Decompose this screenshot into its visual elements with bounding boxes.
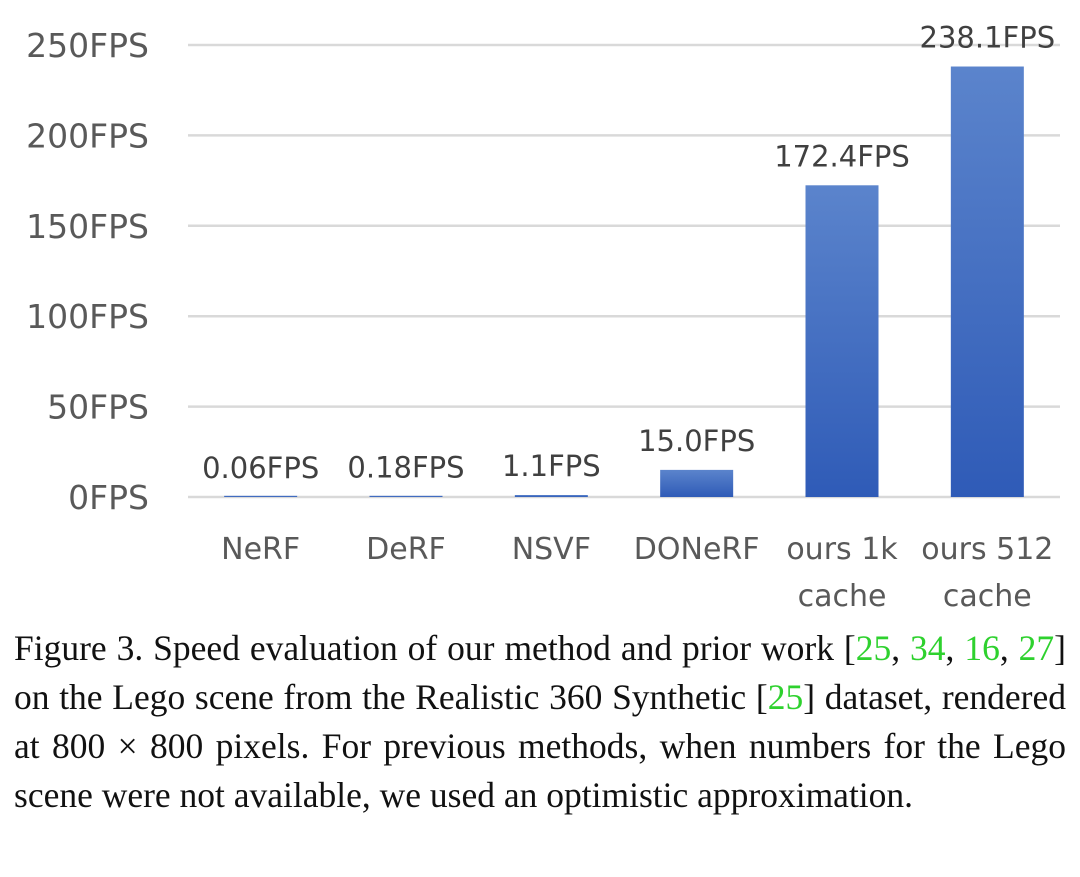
data-label: 172.4FPS bbox=[774, 139, 910, 173]
caption-prefix: Figure 3. Speed evaluation of our method… bbox=[14, 628, 856, 668]
bar bbox=[514, 495, 588, 497]
citation-link[interactable]: 16 bbox=[964, 628, 1000, 668]
caption-separator: , bbox=[891, 628, 911, 668]
bar bbox=[224, 495, 298, 497]
gridlines bbox=[188, 43, 1060, 499]
bar bbox=[950, 66, 1024, 497]
bars bbox=[224, 66, 1024, 498]
y-tick-label: 200FPS bbox=[26, 116, 149, 155]
y-tick-label: 100FPS bbox=[26, 297, 149, 336]
bar bbox=[660, 469, 734, 497]
x-tick-label: NSVF bbox=[512, 532, 591, 567]
y-tick-label: 50FPS bbox=[47, 388, 149, 427]
x-tick-label: ours 1k bbox=[786, 532, 898, 567]
figure-caption: Figure 3. Speed evaluation of our method… bbox=[14, 624, 1066, 820]
x-tick-label: NeRF bbox=[221, 532, 300, 567]
caption-middle: ] on the Lego scene from the Realistic 3… bbox=[14, 628, 1066, 717]
caption-separator: , bbox=[945, 628, 965, 668]
x-tick-label: cache bbox=[798, 579, 887, 614]
bar-chart: 0FPS 50FPS 100FPS 150FPS 200FPS 250FPS 0.06FP… bbox=[26, 21, 1060, 614]
citation-link[interactable]: 27 bbox=[1018, 628, 1055, 668]
x-axis-ticks: NeRF DeRF NSVF DONeRF ours 1k cache ours 512 ca… bbox=[221, 532, 1053, 614]
x-tick-label: ours 512 bbox=[921, 532, 1053, 567]
y-axis-ticks: 0FPS 50FPS 100FPS 150FPS 200FPS 250FPS bbox=[26, 26, 149, 517]
caption-suffix: ] dataset, rendered at 800 × 800 pixels.… bbox=[14, 677, 1067, 815]
y-tick-label: 150FPS bbox=[26, 207, 149, 246]
y-tick-label: 0FPS bbox=[68, 478, 149, 517]
x-tick-label: DeRF bbox=[366, 532, 446, 567]
citation-link[interactable]: 25 bbox=[855, 628, 892, 668]
data-labels: 0.06FPS 0.18FPS 1.1FPS 15.0FPS 172.4FPS 238.1… bbox=[202, 21, 1055, 485]
bar bbox=[369, 495, 443, 497]
x-tick-label: cache bbox=[943, 579, 1032, 614]
data-label: 15.0FPS bbox=[638, 424, 755, 458]
caption-separator: , bbox=[999, 628, 1019, 668]
data-label: 0.18FPS bbox=[347, 451, 464, 485]
data-label: 1.1FPS bbox=[502, 449, 601, 483]
citation-link[interactable]: 25 bbox=[767, 677, 804, 717]
data-label: 0.06FPS bbox=[202, 451, 319, 485]
data-label: 238.1FPS bbox=[920, 21, 1056, 55]
bar bbox=[805, 185, 879, 498]
citation-link[interactable]: 34 bbox=[910, 628, 946, 668]
x-tick-label: DONeRF bbox=[634, 532, 760, 567]
y-tick-label: 250FPS bbox=[26, 26, 149, 65]
